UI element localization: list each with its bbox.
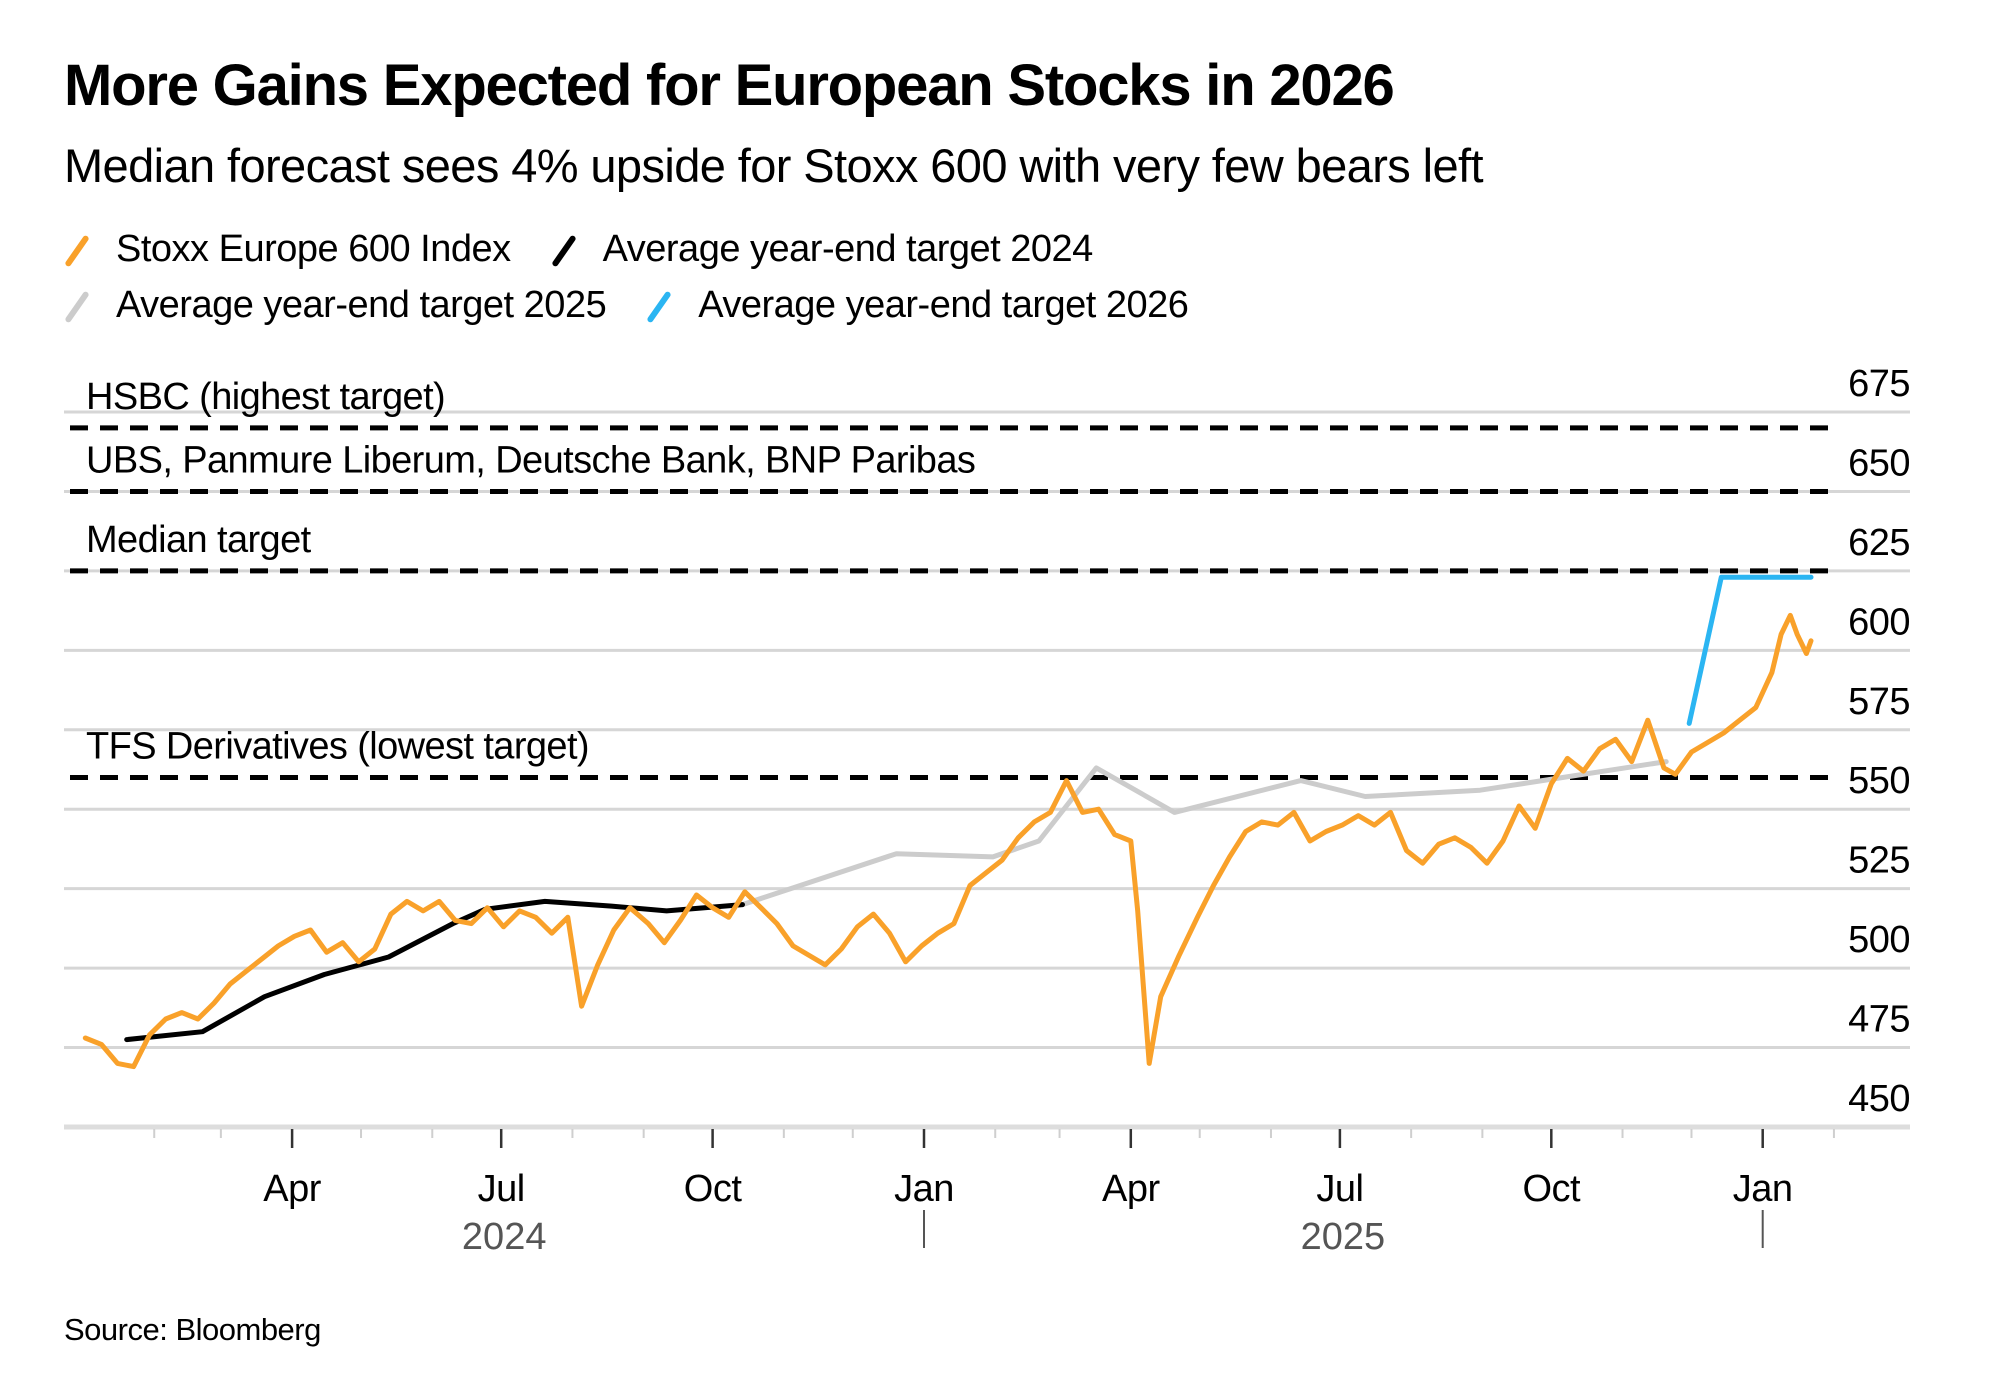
- x-tick-label: Jan: [894, 1168, 954, 1210]
- legend-item-target-2024: Average year-end target 2024: [550, 228, 1094, 271]
- legend-label: Average year-end target 2025: [116, 284, 607, 326]
- x-year-label: 2025: [1301, 1216, 1386, 1258]
- reference-lines: HSBC (highest target) UBS, Panmure Liberu…: [70, 376, 1828, 780]
- legend-item-target-2025: Average year-end target 2025: [64, 284, 607, 327]
- y-tick-label: 600: [1848, 601, 1910, 643]
- reference-line-label: TFS Derivatives (lowest target): [86, 725, 589, 767]
- y-tick-label: 525: [1848, 840, 1910, 882]
- legend-label: Average year-end target 2024: [602, 228, 1094, 270]
- y-tick-label: 575: [1848, 681, 1910, 723]
- y-tick-label: 550: [1848, 760, 1910, 802]
- legend-label: Average year-end target 2026: [698, 284, 1189, 326]
- stoxx-600-line: [82, 612, 1814, 1070]
- chart-title: More Gains Expected for European Stocks …: [64, 53, 1395, 118]
- x-year-label: 2024: [462, 1216, 547, 1258]
- legend-item-target-2026: Average year-end target 2026: [646, 284, 1189, 327]
- source-note: Source: Bloomberg: [64, 1312, 321, 1347]
- y-tick-label: 475: [1848, 999, 1910, 1041]
- series-lines: [82, 574, 1814, 1070]
- x-tick-label: Oct: [1522, 1168, 1581, 1210]
- reference-line-label: HSBC (highest target): [86, 376, 445, 418]
- x-tick-label: Jan: [1733, 1168, 1793, 1210]
- target-2026-line: [1686, 574, 1814, 726]
- x-tick-label: Apr: [263, 1168, 321, 1210]
- x-axis: Apr Jul Oct Jan Apr Jul Oct Jan 2024 2025: [153, 1129, 1835, 1258]
- x-tick-label: Jul: [478, 1168, 525, 1210]
- reference-line-label: Median target: [86, 519, 312, 561]
- y-tick-label: 675: [1848, 363, 1910, 405]
- y-tick-label: 450: [1848, 1078, 1910, 1120]
- y-tick-label: 625: [1848, 522, 1910, 564]
- target-2025-line: [740, 759, 1669, 908]
- y-axis-labels: 675 650 625 600 575 550 525 500 475 450: [1848, 363, 1910, 1120]
- legend-row-2: Average year-end target 2025 Average yea…: [64, 284, 1228, 327]
- y-tick-label: 650: [1848, 442, 1910, 484]
- legend-row-1: Stoxx Europe 600 Index Average year-end …: [64, 228, 1133, 271]
- x-tick-label: Apr: [1102, 1168, 1160, 1210]
- x-tick-label: Oct: [684, 1168, 743, 1210]
- y-tick-label: 500: [1848, 919, 1910, 961]
- reference-line-label: UBS, Panmure Liberum, Deutsche Bank, BNP…: [86, 439, 975, 481]
- chart-subtitle: Median forecast sees 4% upside for Stoxx…: [64, 139, 1484, 192]
- legend-label: Stoxx Europe 600 Index: [116, 228, 511, 270]
- gridlines: [64, 410, 1910, 1130]
- legend-item-stoxx: Stoxx Europe 600 Index: [64, 228, 511, 271]
- x-tick-label: Jul: [1316, 1168, 1363, 1210]
